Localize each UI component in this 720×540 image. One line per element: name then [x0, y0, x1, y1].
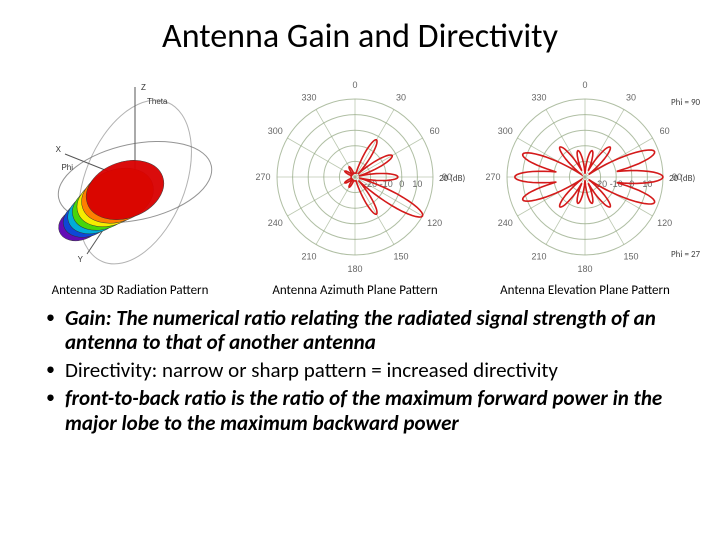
- svg-text:120: 120: [657, 218, 672, 228]
- figure-row: ZThetaXPhiY Antenna 3D Radiation Pattern…: [20, 67, 700, 298]
- svg-text:Phi = 90: Phi = 90: [671, 97, 700, 108]
- svg-text:20 (dB): 20 (dB): [439, 173, 466, 184]
- svg-text:270: 270: [255, 172, 270, 182]
- svg-text:0: 0: [582, 80, 587, 90]
- svg-text:330: 330: [301, 92, 316, 102]
- caption-azimuth: Antenna Azimuth Plane Pattern: [272, 283, 437, 298]
- svg-text:330: 330: [531, 92, 546, 102]
- plot-azimuth: 0306090120150180210240270300330-20-10010…: [240, 67, 470, 277]
- bullet-item: • Gain: The numerical ratio relating the…: [40, 306, 680, 354]
- svg-text:210: 210: [301, 252, 316, 262]
- svg-text:60: 60: [660, 126, 670, 136]
- bullet-text: Directivity: narrow or sharp pattern = i…: [65, 358, 558, 382]
- bullet-dot-icon: •: [46, 386, 55, 409]
- svg-text:210: 210: [531, 252, 546, 262]
- svg-text:240: 240: [498, 218, 513, 228]
- svg-text:30: 30: [396, 92, 406, 102]
- plot-elevation: 0306090120150180210240270300330-20-10010…: [470, 67, 700, 277]
- fig-azimuth: 0306090120150180210240270300330-20-10010…: [240, 67, 470, 298]
- svg-text:300: 300: [268, 126, 283, 136]
- svg-text:150: 150: [623, 252, 638, 262]
- svg-text:270: 270: [485, 172, 500, 182]
- svg-text:180: 180: [577, 264, 592, 274]
- fig-elevation: 0306090120150180210240270300330-20-10010…: [470, 67, 700, 298]
- slide-title: Antenna Gain and Directivity: [30, 16, 690, 57]
- svg-text:0: 0: [399, 179, 404, 189]
- fig-3d: ZThetaXPhiY Antenna 3D Radiation Pattern: [20, 67, 240, 298]
- bullet-dot-icon: •: [46, 358, 55, 381]
- bullet-text: front-to-back ratio is the ratio of the …: [65, 386, 680, 434]
- svg-text:10: 10: [642, 179, 652, 189]
- bullet-list: • Gain: The numerical ratio relating the…: [40, 306, 680, 435]
- svg-text:Y: Y: [78, 255, 84, 264]
- bullet-item: • front-to-back ratio is the ratio of th…: [40, 386, 680, 434]
- bullet-item: • Directivity: narrow or sharp pattern =…: [40, 358, 680, 382]
- svg-text:180: 180: [347, 264, 362, 274]
- svg-text:150: 150: [393, 252, 408, 262]
- caption-elevation: Antenna Elevation Plane Pattern: [500, 283, 670, 298]
- bullet-dot-icon: •: [46, 306, 55, 329]
- svg-text:Phi = 270: Phi = 270: [671, 249, 700, 260]
- bullet-text: Gain: The numerical ratio relating the r…: [65, 306, 680, 354]
- svg-text:120: 120: [427, 218, 442, 228]
- svg-text:0: 0: [352, 80, 357, 90]
- svg-text:20 (dB): 20 (dB): [669, 173, 696, 184]
- svg-text:Z: Z: [141, 83, 146, 92]
- svg-text:30: 30: [626, 92, 636, 102]
- svg-text:X: X: [56, 145, 62, 154]
- svg-text:60: 60: [430, 126, 440, 136]
- svg-text:300: 300: [498, 126, 513, 136]
- caption-3d: Antenna 3D Radiation Pattern: [52, 283, 209, 298]
- svg-text:240: 240: [268, 218, 283, 228]
- plot-3d: ZThetaXPhiY: [30, 67, 230, 277]
- svg-text:10: 10: [412, 179, 422, 189]
